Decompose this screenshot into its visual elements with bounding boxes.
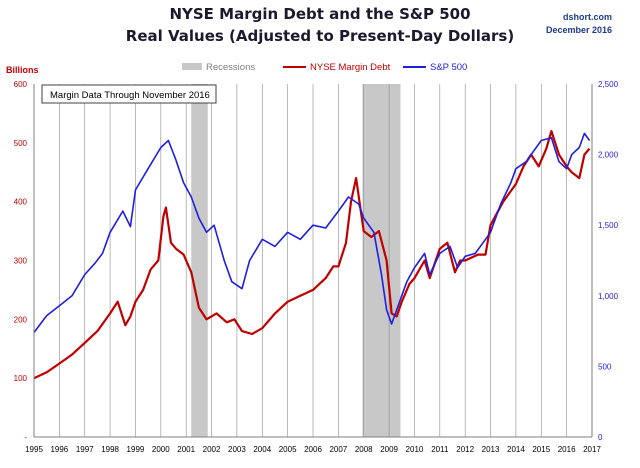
left-tick-label: 400 [14, 198, 28, 207]
right-tick-labels: 0 500 1,000 1,500 2,000 2,500 [598, 80, 619, 442]
vertical-gridlines [59, 84, 567, 437]
x-tick-label: 2006 [304, 445, 322, 454]
annotation-text: Margin Data Through November 2016 [50, 90, 210, 101]
legend-recessions-label: Recessions [206, 62, 255, 73]
legend-margin-label: NYSE Margin Debt [310, 62, 391, 73]
source-label: dshort.com [563, 12, 612, 22]
x-tick-label: 2000 [152, 445, 170, 454]
x-tick-label: 2003 [228, 445, 246, 454]
left-axis-label: Billions [6, 65, 39, 75]
right-tick-label: 1,000 [598, 292, 619, 301]
recession-band [362, 84, 401, 437]
x-tick-label: 2013 [482, 445, 500, 454]
right-tick-label: 1,500 [598, 221, 619, 230]
annotation-box: Margin Data Through November 2016 [41, 84, 217, 104]
annotation-frame [41, 84, 217, 104]
chart-subtitle: Real Values (Adjusted to Present-Day Dol… [126, 27, 514, 45]
left-tick-label: 100 [14, 374, 28, 383]
x-tick-label: 2016 [558, 445, 576, 454]
recession-bands [191, 84, 401, 437]
series-lines [33, 130, 591, 380]
x-tick-label: 2002 [203, 445, 221, 454]
x-tick-label: 2007 [329, 445, 347, 454]
x-tick-label: 2010 [406, 445, 424, 454]
left-tick-labels: - 100 200 300 400 500 600 [14, 80, 28, 442]
right-tick-label: 500 [598, 362, 612, 371]
x-tick-label: 1996 [50, 445, 68, 454]
s-p-500-line [33, 132, 591, 333]
right-tick-label: 0 [598, 433, 603, 442]
left-tick-label: 600 [14, 80, 28, 89]
left-tick-label: 200 [14, 315, 28, 324]
legend-recessions-swatch [182, 63, 202, 70]
right-tick-label: 2,000 [598, 151, 619, 160]
x-tick-label: 1997 [76, 445, 94, 454]
x-tick-label: 2015 [532, 445, 550, 454]
x-tick-label: 2005 [279, 445, 297, 454]
left-tick-label: 300 [14, 257, 28, 266]
legend: Recessions NYSE Margin Debt S&P 500 [182, 62, 467, 73]
legend-sp500-label: S&P 500 [430, 62, 467, 73]
x-tick-label: 1998 [101, 445, 119, 454]
x-tick-label: 2014 [507, 445, 525, 454]
x-tick-label: 1995 [25, 445, 43, 454]
nyse-margin-debt-line [33, 130, 591, 380]
x-tick-label: 2009 [380, 445, 398, 454]
date-label: December 2016 [546, 25, 612, 35]
x-tick-label: 2004 [253, 445, 271, 454]
x-tick-label: 2011 [431, 445, 449, 454]
x-tick-label: 1999 [127, 445, 145, 454]
x-tick-label: 2012 [456, 445, 474, 454]
recession-band [191, 84, 208, 437]
left-tick-label: - [24, 433, 27, 442]
chart-title: NYSE Margin Debt and the S&P 500 [169, 5, 470, 23]
right-tick-label: 2,500 [598, 80, 619, 89]
x-tick-label: 2008 [355, 445, 373, 454]
x-tick-label: 2017 [583, 445, 601, 454]
left-tick-label: 500 [14, 139, 28, 148]
x-tick-label: 2001 [177, 445, 195, 454]
x-tick-labels: 1995 1996 1997 1998 1999 2000 2001 2002 2003 2004… [25, 445, 601, 454]
